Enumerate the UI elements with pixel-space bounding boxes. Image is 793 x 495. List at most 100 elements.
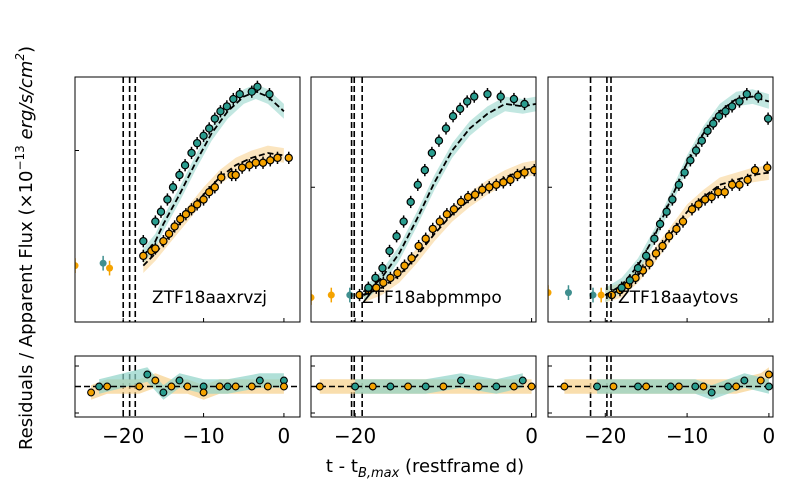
orange-residual-6	[183, 382, 192, 391]
orange-point-18	[727, 180, 737, 189]
pre-point-3	[106, 264, 114, 272]
top-axes-frame	[310, 76, 537, 323]
orange-point-15	[456, 197, 466, 207]
teal-residual-1	[593, 382, 602, 391]
orange-point-16	[231, 170, 240, 180]
orange-point-21	[499, 178, 508, 187]
residual-axes-frame	[547, 355, 774, 418]
x-tick-label-3: 0	[278, 424, 291, 448]
y-axis-label-close: )	[16, 46, 37, 53]
x-axis-label-prefix: t - t	[326, 456, 358, 477]
teal-point-16	[470, 92, 479, 101]
orange-point-17	[237, 163, 247, 172]
teal-residual-1	[95, 382, 104, 391]
orange-point-6	[645, 259, 654, 268]
teal-point-4	[385, 246, 394, 256]
teal-residual-6	[223, 382, 232, 391]
panel-label-3: ZTF18aaytovs	[618, 288, 738, 308]
orange-point-1	[139, 251, 148, 261]
teal-residual-2	[386, 382, 395, 391]
orange-point-21	[266, 156, 275, 165]
teal-point-20	[520, 99, 529, 109]
teal-residual-6	[518, 376, 527, 385]
orange-point-14	[449, 205, 459, 214]
teal-point-13	[216, 107, 225, 116]
residual-axes-frame	[310, 355, 537, 418]
orange-point-3	[151, 244, 160, 253]
orange-point-24	[520, 168, 529, 177]
orange-point-18	[477, 185, 487, 194]
orange-point-19	[251, 158, 261, 167]
teal-point-20	[742, 89, 752, 99]
teal-point-19	[735, 97, 744, 106]
teal-point-13	[448, 111, 458, 121]
teal-point-17	[247, 87, 256, 96]
teal-point-7	[180, 160, 190, 170]
orange-residual-7	[756, 376, 765, 385]
y-axis-label-exp: −13	[13, 145, 27, 170]
orange-point-16	[463, 192, 473, 202]
orange-point-9	[664, 232, 674, 241]
teal-point-16	[235, 89, 244, 99]
teal-point-5	[168, 183, 178, 192]
teal-residual-2	[143, 370, 152, 379]
teal-residual-8	[764, 382, 773, 391]
teal-point-13	[697, 136, 707, 145]
teal-point-5	[392, 232, 401, 241]
teal-residual-5	[707, 388, 716, 397]
orange-point-23	[513, 170, 522, 180]
teal-model-curve	[363, 102, 536, 296]
teal-point-14	[455, 104, 465, 114]
teal-point-18	[727, 102, 737, 111]
orange-residual-5	[167, 382, 176, 391]
panel-label-2: ZTF18abpmmpo	[362, 288, 502, 308]
orange-residual-3	[404, 382, 413, 391]
top-axes-frame	[74, 76, 301, 323]
orange-point-11	[199, 195, 208, 204]
orange-point-22	[763, 163, 772, 172]
teal-point-21	[754, 92, 763, 101]
teal-point-3	[378, 263, 387, 273]
orange-point-19	[735, 180, 744, 189]
teal-model-curve	[604, 95, 770, 296]
residual-axes-frame	[74, 355, 301, 418]
teal-point-10	[680, 168, 689, 177]
x-axis-label-suffix: (restframe d)	[399, 456, 524, 477]
teal-model-curve	[142, 90, 285, 257]
orange-point-13	[442, 209, 452, 219]
orange-residual-10	[247, 382, 256, 391]
pre-point-2	[99, 259, 107, 267]
teal-point-1	[364, 283, 373, 292]
teal-residual-4	[457, 376, 465, 385]
teal-point-9	[674, 180, 684, 189]
teal-point-15	[462, 97, 472, 106]
teal-point-14	[703, 126, 712, 136]
x-axis-label: t - tB,max (restframe d)	[326, 456, 524, 481]
teal-point-12	[210, 114, 220, 123]
orange-residual-1	[87, 388, 96, 397]
panels: −20 −10 0 −20 0 −20 −10 0	[74, 76, 775, 448]
teal-point-18	[253, 82, 262, 92]
panel-label-1: ZTF18aaxrvzj	[152, 288, 267, 308]
orange-point-8	[181, 209, 191, 219]
teal-point-15	[229, 94, 238, 104]
plot-area	[548, 88, 773, 303]
pre-point-2	[327, 291, 335, 299]
teal-point-1	[139, 236, 148, 246]
orange-point-7	[400, 261, 409, 270]
orange-point-22	[273, 153, 282, 163]
x-tick-label-1: −20	[334, 424, 376, 448]
orange-residual-1	[560, 382, 569, 391]
orange-residual-7	[199, 388, 208, 397]
plot-area	[75, 80, 293, 276]
pre-point-2	[564, 289, 572, 297]
teal-point-15	[709, 119, 718, 128]
teal-point-19	[265, 89, 274, 99]
teal-point-17	[483, 89, 492, 99]
orange-point-17	[720, 187, 729, 197]
orange-point-3	[372, 283, 381, 292]
panel-labels: ZTF18aaxrvzj ZTF18abpmmpo ZTF18aaytovs	[152, 288, 738, 308]
orange-point-12	[687, 205, 697, 214]
orange-point-1	[607, 290, 617, 300]
